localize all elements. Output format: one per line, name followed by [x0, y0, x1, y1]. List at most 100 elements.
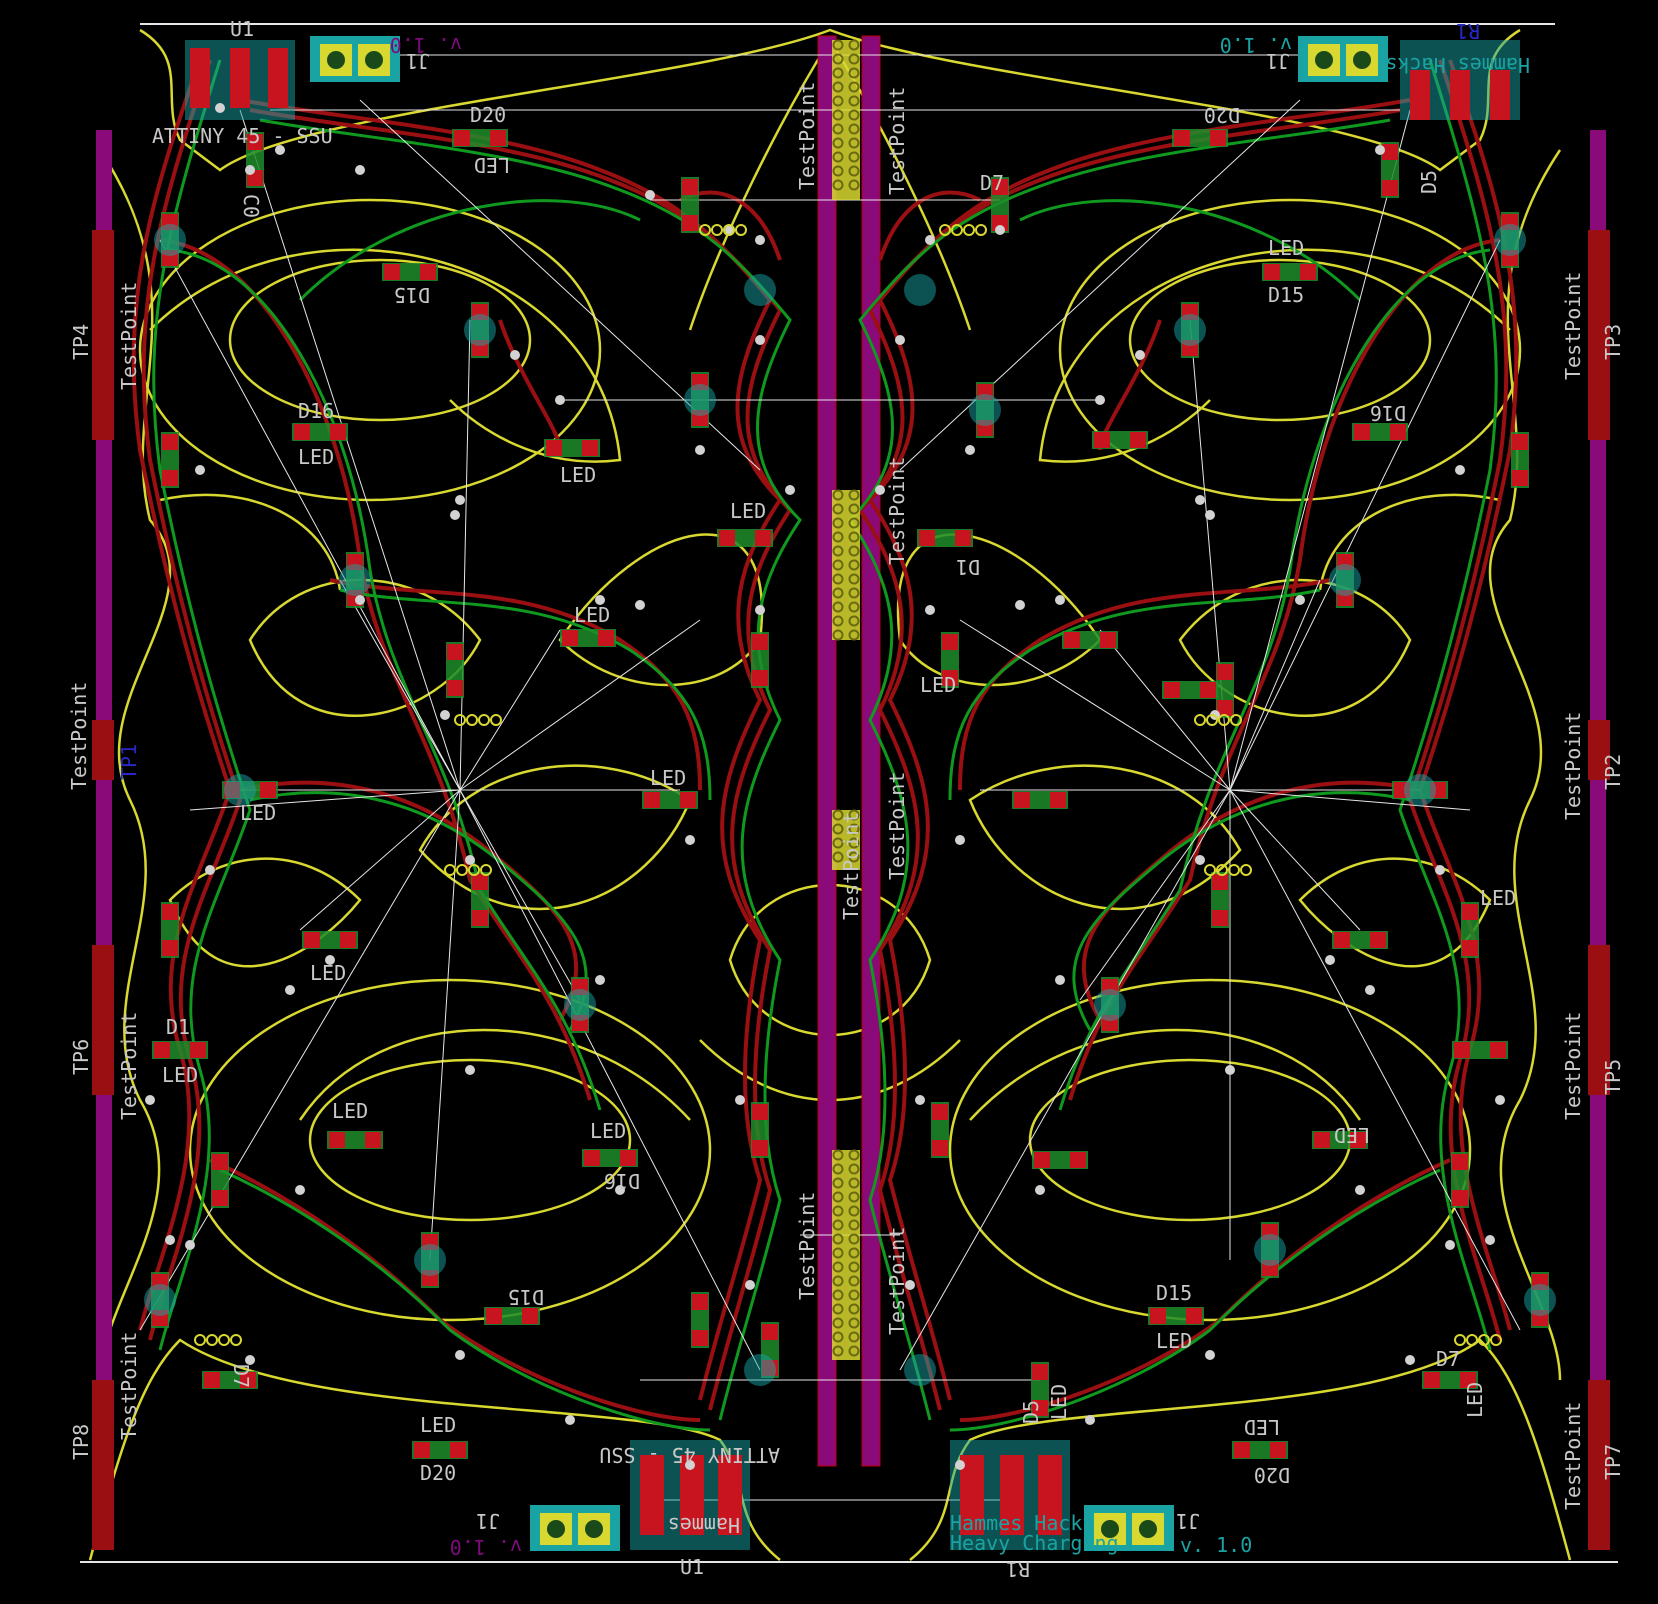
via-ring	[963, 224, 975, 236]
led-pad	[1300, 264, 1316, 280]
d15-label-left: D15	[394, 283, 430, 307]
connector-hole	[848, 1191, 860, 1203]
heavy-charging-label: Heavy Charging	[950, 1531, 1119, 1555]
via	[555, 395, 565, 405]
connector-hole	[848, 1247, 860, 1259]
led-pad	[340, 932, 356, 948]
via	[195, 465, 205, 475]
via	[455, 1350, 465, 1360]
j1-label-top-right: J1	[1266, 49, 1290, 73]
led-pad	[682, 215, 698, 231]
d7-label-left: D7	[229, 1364, 253, 1388]
connector-hole	[832, 503, 844, 515]
connector-hole	[832, 489, 844, 501]
hammes-label-bottom-left: Hammes	[668, 1513, 740, 1537]
led-pad	[1382, 180, 1398, 196]
j1-connector-top-right[interactable]	[1298, 36, 1388, 82]
led-pad	[522, 1308, 538, 1324]
led-pad	[1354, 424, 1370, 440]
connector-hole	[832, 531, 844, 543]
connector-hole	[832, 67, 844, 79]
d16-label-bottom-left: D16	[604, 1169, 640, 1193]
via	[355, 595, 365, 605]
connector-hole	[832, 1331, 844, 1343]
d1-label-right: D1	[956, 555, 980, 579]
connector-hole	[832, 587, 844, 599]
testpoint-label-center-2: TestPoint	[885, 457, 909, 565]
u1-ic-top-right[interactable]	[1400, 40, 1520, 120]
side-testpoint-strips	[92, 130, 1610, 1550]
j1-connector-bottom-left[interactable]	[530, 1505, 620, 1551]
led-pad	[486, 1308, 502, 1324]
connector-hole	[848, 137, 860, 149]
u1-ic-bottom-left[interactable]	[630, 1440, 750, 1550]
testpoint-label-center-4: TestPoint	[839, 812, 863, 920]
rgb-led-ring	[1174, 314, 1206, 346]
connector-hole	[848, 601, 860, 613]
board-edge	[80, 23, 1618, 1563]
rgb-led-ring	[969, 394, 1001, 426]
led-label-right-3: LED	[1480, 886, 1516, 910]
via-ring	[480, 864, 492, 876]
via	[1495, 1095, 1505, 1105]
led-label-right-1: LED	[1268, 236, 1304, 260]
connector-hole	[848, 1289, 860, 1301]
led-pad	[932, 1140, 948, 1156]
j1-connector-top-left[interactable]	[310, 36, 400, 82]
via	[955, 835, 965, 845]
led-pad	[919, 530, 935, 546]
d16-label-right: D16	[1370, 401, 1406, 425]
via	[1295, 595, 1305, 605]
rgb-led-ring	[684, 384, 716, 416]
connector-hole	[848, 1303, 860, 1315]
testpoint-label-center-7: TestPoint	[885, 1227, 909, 1335]
connector-hole	[848, 1177, 860, 1189]
led-pad	[1210, 130, 1226, 146]
connector-hole	[832, 837, 844, 849]
connector-hole	[848, 179, 860, 191]
version-label-top-left: v. 1.0	[390, 33, 462, 57]
led-pad	[162, 470, 178, 486]
connector-hole	[848, 531, 860, 543]
d15-label-right: D15	[1268, 283, 1304, 307]
connector-hole	[832, 123, 844, 135]
via-ring	[1454, 1334, 1466, 1346]
via-ring	[711, 224, 723, 236]
via-ring	[444, 864, 456, 876]
via-ring	[1230, 714, 1242, 726]
led-label-top-left-1: LED	[474, 153, 510, 177]
led-label-right-7: LED	[1463, 1382, 1487, 1418]
connector-hole	[848, 503, 860, 515]
via	[905, 1280, 915, 1290]
u1-ic-top-left[interactable]	[185, 40, 295, 120]
led-pad	[692, 1294, 708, 1310]
led-pad	[1314, 1132, 1330, 1148]
connector-hole	[848, 517, 860, 529]
led-pad	[190, 1042, 206, 1058]
connector-hole	[848, 809, 860, 821]
rgb-led-ring	[154, 224, 186, 256]
led-label-right-5: LED	[1156, 1329, 1192, 1353]
tp7-label: TP7	[1601, 1444, 1625, 1480]
led-pad	[162, 434, 178, 450]
led-label-left-2: LED	[560, 463, 596, 487]
led-pad	[240, 1372, 256, 1388]
led-pad	[204, 1372, 220, 1388]
via	[245, 165, 255, 175]
rgb-led-ring	[414, 1244, 446, 1276]
via-ring	[699, 224, 711, 236]
u1-ic-bottom-right[interactable]	[950, 1440, 1070, 1550]
via-ring	[1194, 714, 1206, 726]
j1-connector-bottom-right[interactable]	[1084, 1505, 1174, 1551]
via-ring	[1228, 864, 1240, 876]
led-pad	[1390, 424, 1406, 440]
led-pad	[1512, 470, 1528, 486]
connector-hole	[832, 1247, 844, 1259]
via	[455, 495, 465, 505]
via-ring	[1490, 1334, 1502, 1346]
d15-label-bottom-right: D15	[1156, 1281, 1192, 1305]
led-pad	[1130, 432, 1146, 448]
led-pad	[162, 940, 178, 956]
connector-hole	[832, 1289, 844, 1301]
